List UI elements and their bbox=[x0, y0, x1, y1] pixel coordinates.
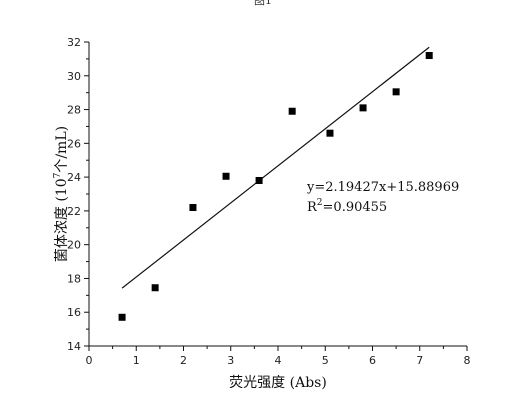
y-tick-label: 30 bbox=[67, 70, 81, 83]
fit-line bbox=[121, 46, 430, 289]
r2-prefix: R bbox=[307, 200, 318, 215]
y-tick-label: 14 bbox=[67, 340, 81, 353]
data-point bbox=[255, 176, 263, 184]
y-axis-title-superscript: 7 bbox=[53, 172, 63, 178]
y-tick-label: 18 bbox=[67, 272, 81, 285]
x-tick-label: 1 bbox=[133, 354, 140, 367]
figure-caption: 图1 bbox=[254, 0, 272, 7]
data-point bbox=[288, 107, 296, 115]
y-axis-title-main: 菌体浓度 (10 bbox=[54, 178, 70, 262]
x-tick-label: 8 bbox=[464, 354, 471, 367]
y-ticks: 14 16 18 20 22 24 26 28 30 32 bbox=[67, 36, 89, 353]
data-point bbox=[326, 129, 334, 137]
x-tick-label: 5 bbox=[322, 354, 329, 367]
x-axis-title: 荧光强度 (Abs) bbox=[229, 374, 327, 391]
y-axis-title: 菌体浓度 (107个/mL) bbox=[53, 126, 70, 262]
y-tick-label: 24 bbox=[67, 171, 81, 184]
r2-value: =0.90455 bbox=[323, 200, 388, 215]
y-tick-label: 22 bbox=[67, 205, 81, 218]
data-point bbox=[359, 104, 367, 112]
y-tick-label: 32 bbox=[67, 36, 81, 49]
r-squared-annotation: R2=0.90455 bbox=[307, 198, 387, 215]
data-point bbox=[222, 172, 230, 180]
y-tick-label: 28 bbox=[67, 104, 81, 117]
x-ticks: 0 1 2 3 4 5 6 7 8 bbox=[86, 346, 471, 367]
data-point bbox=[151, 284, 159, 292]
x-tick-label: 0 bbox=[86, 354, 93, 367]
fit-equation: y=2.19427x+15.88969 bbox=[306, 180, 459, 195]
y-tick-label: 26 bbox=[67, 137, 81, 150]
x-tick-label: 7 bbox=[416, 354, 423, 367]
x-tick-label: 2 bbox=[180, 354, 187, 367]
data-point bbox=[118, 313, 126, 321]
x-tick-label: 6 bbox=[369, 354, 376, 367]
data-point bbox=[392, 88, 400, 96]
y-axis-title-rest: 个/mL) bbox=[54, 126, 70, 173]
x-tick-label: 3 bbox=[227, 354, 234, 367]
data-point bbox=[425, 52, 433, 60]
y-tick-label: 20 bbox=[67, 239, 81, 252]
r2-superscript: 2 bbox=[317, 198, 323, 208]
data-point bbox=[189, 204, 197, 212]
data-points bbox=[118, 52, 433, 321]
y-tick-label: 16 bbox=[67, 306, 81, 319]
x-tick-label: 4 bbox=[275, 354, 282, 367]
